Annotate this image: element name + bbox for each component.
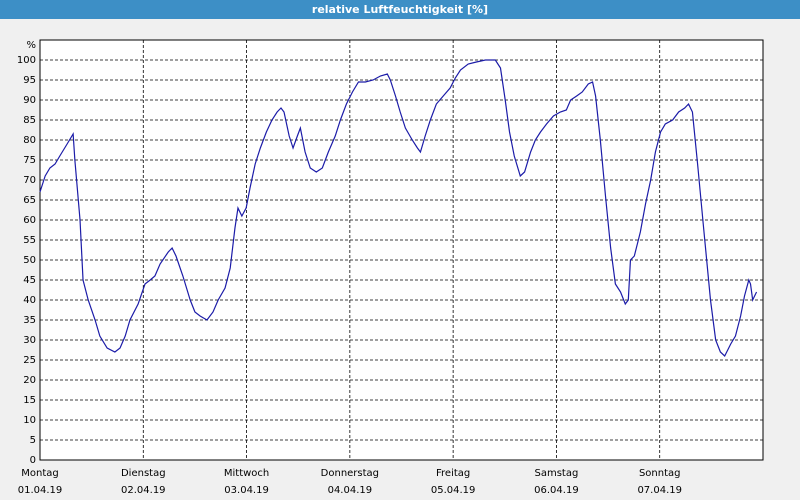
plot-area (39, 39, 764, 461)
y-tick-label: 90 (23, 95, 36, 106)
y-tick-label: 15 (23, 395, 36, 406)
y-tick-label: 0 (30, 455, 36, 466)
y-tick-label: 40 (23, 295, 36, 306)
x-tick-date: 06.04.19 (534, 485, 579, 496)
x-tick-date: 03.04.19 (224, 485, 269, 496)
x-tick-date: 02.04.19 (121, 485, 166, 496)
y-unit: % (26, 40, 36, 51)
x-tick-day: Montag (21, 468, 58, 479)
y-tick-label: 100 (17, 55, 36, 66)
y-tick-label: 85 (23, 115, 36, 126)
x-tick-day: Dienstag (121, 468, 166, 479)
y-tick-label: 50 (23, 255, 36, 266)
y-tick-label: 5 (30, 435, 36, 446)
x-tick-day: Samstag (535, 468, 579, 479)
y-tick-label: 30 (23, 335, 36, 346)
y-tick-label: 25 (23, 355, 36, 366)
y-tick-label: 10 (23, 415, 36, 426)
x-tick-day: Freitag (436, 468, 470, 479)
x-tick-date: 05.04.19 (431, 485, 476, 496)
y-tick-label: 70 (23, 175, 36, 186)
title-bar (0, 0, 800, 19)
x-tick-day: Sonntag (639, 468, 681, 479)
chart-title: relative Luftfeuchtigkeit [%] (312, 3, 488, 16)
line-series (39, 59, 758, 357)
y-tick-label: 65 (23, 195, 36, 206)
x-tick-day: Donnerstag (321, 468, 379, 479)
y-tick-label: 80 (23, 135, 36, 146)
y-tick-label: 35 (23, 315, 36, 326)
y-tick-label: 95 (23, 75, 36, 86)
y-tick-label: 75 (23, 155, 36, 166)
y-tick-label: 60 (23, 215, 36, 226)
y-tick-label: 55 (23, 235, 36, 246)
y-tick-label: 45 (23, 275, 36, 286)
x-tick-date: 04.04.19 (328, 485, 373, 496)
x-tick-date: 01.04.19 (18, 485, 63, 496)
x-tick-day: Mittwoch (224, 468, 269, 479)
y-tick-label: 20 (23, 375, 36, 386)
x-tick-date: 07.04.19 (637, 485, 682, 496)
